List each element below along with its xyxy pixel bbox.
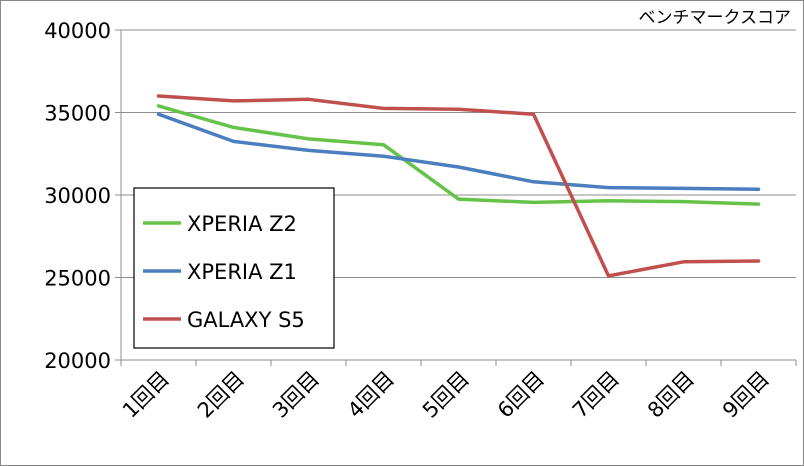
y-tick-labels: 40000 35000 30000 25000 20000 bbox=[44, 19, 111, 373]
x-tick-label: 2回目 bbox=[193, 367, 249, 423]
x-tick-labels: 1回目 2回目 3回目 4回目 5回目 6回目 7回目 8回目 9回目 bbox=[118, 367, 774, 423]
x-tick-label: 8回目 bbox=[643, 367, 699, 423]
axes bbox=[120, 30, 797, 366]
x-tick-label: 4回目 bbox=[343, 367, 399, 423]
x-tick-label: 1回目 bbox=[118, 367, 174, 423]
legend-label: XPERIA Z2 bbox=[187, 212, 297, 236]
x-tick-label: 6回目 bbox=[493, 367, 549, 423]
y-tick-label: 25000 bbox=[44, 267, 111, 291]
x-tick-label: 7回目 bbox=[568, 367, 624, 423]
legend-label: GALAXY S5 bbox=[187, 308, 305, 332]
legend-label: XPERIA Z1 bbox=[187, 260, 297, 284]
x-tick-label: 5回目 bbox=[418, 367, 474, 423]
y-tick-label: 40000 bbox=[44, 19, 111, 43]
y-axis-label: ベンチマークスコア bbox=[639, 8, 792, 28]
legend-box bbox=[133, 187, 335, 349]
legend: XPERIA Z2 XPERIA Z1 GALAXY S5 bbox=[133, 187, 335, 349]
x-tick-label: 3回目 bbox=[268, 367, 324, 423]
y-tick-label: 30000 bbox=[44, 184, 111, 208]
y-tick-label: 35000 bbox=[44, 102, 111, 126]
y-tick-label: 20000 bbox=[44, 349, 111, 373]
series-line-xperia-z1 bbox=[156, 112, 761, 191]
series-lines bbox=[156, 94, 761, 278]
x-tick-label: 9回目 bbox=[718, 367, 774, 423]
